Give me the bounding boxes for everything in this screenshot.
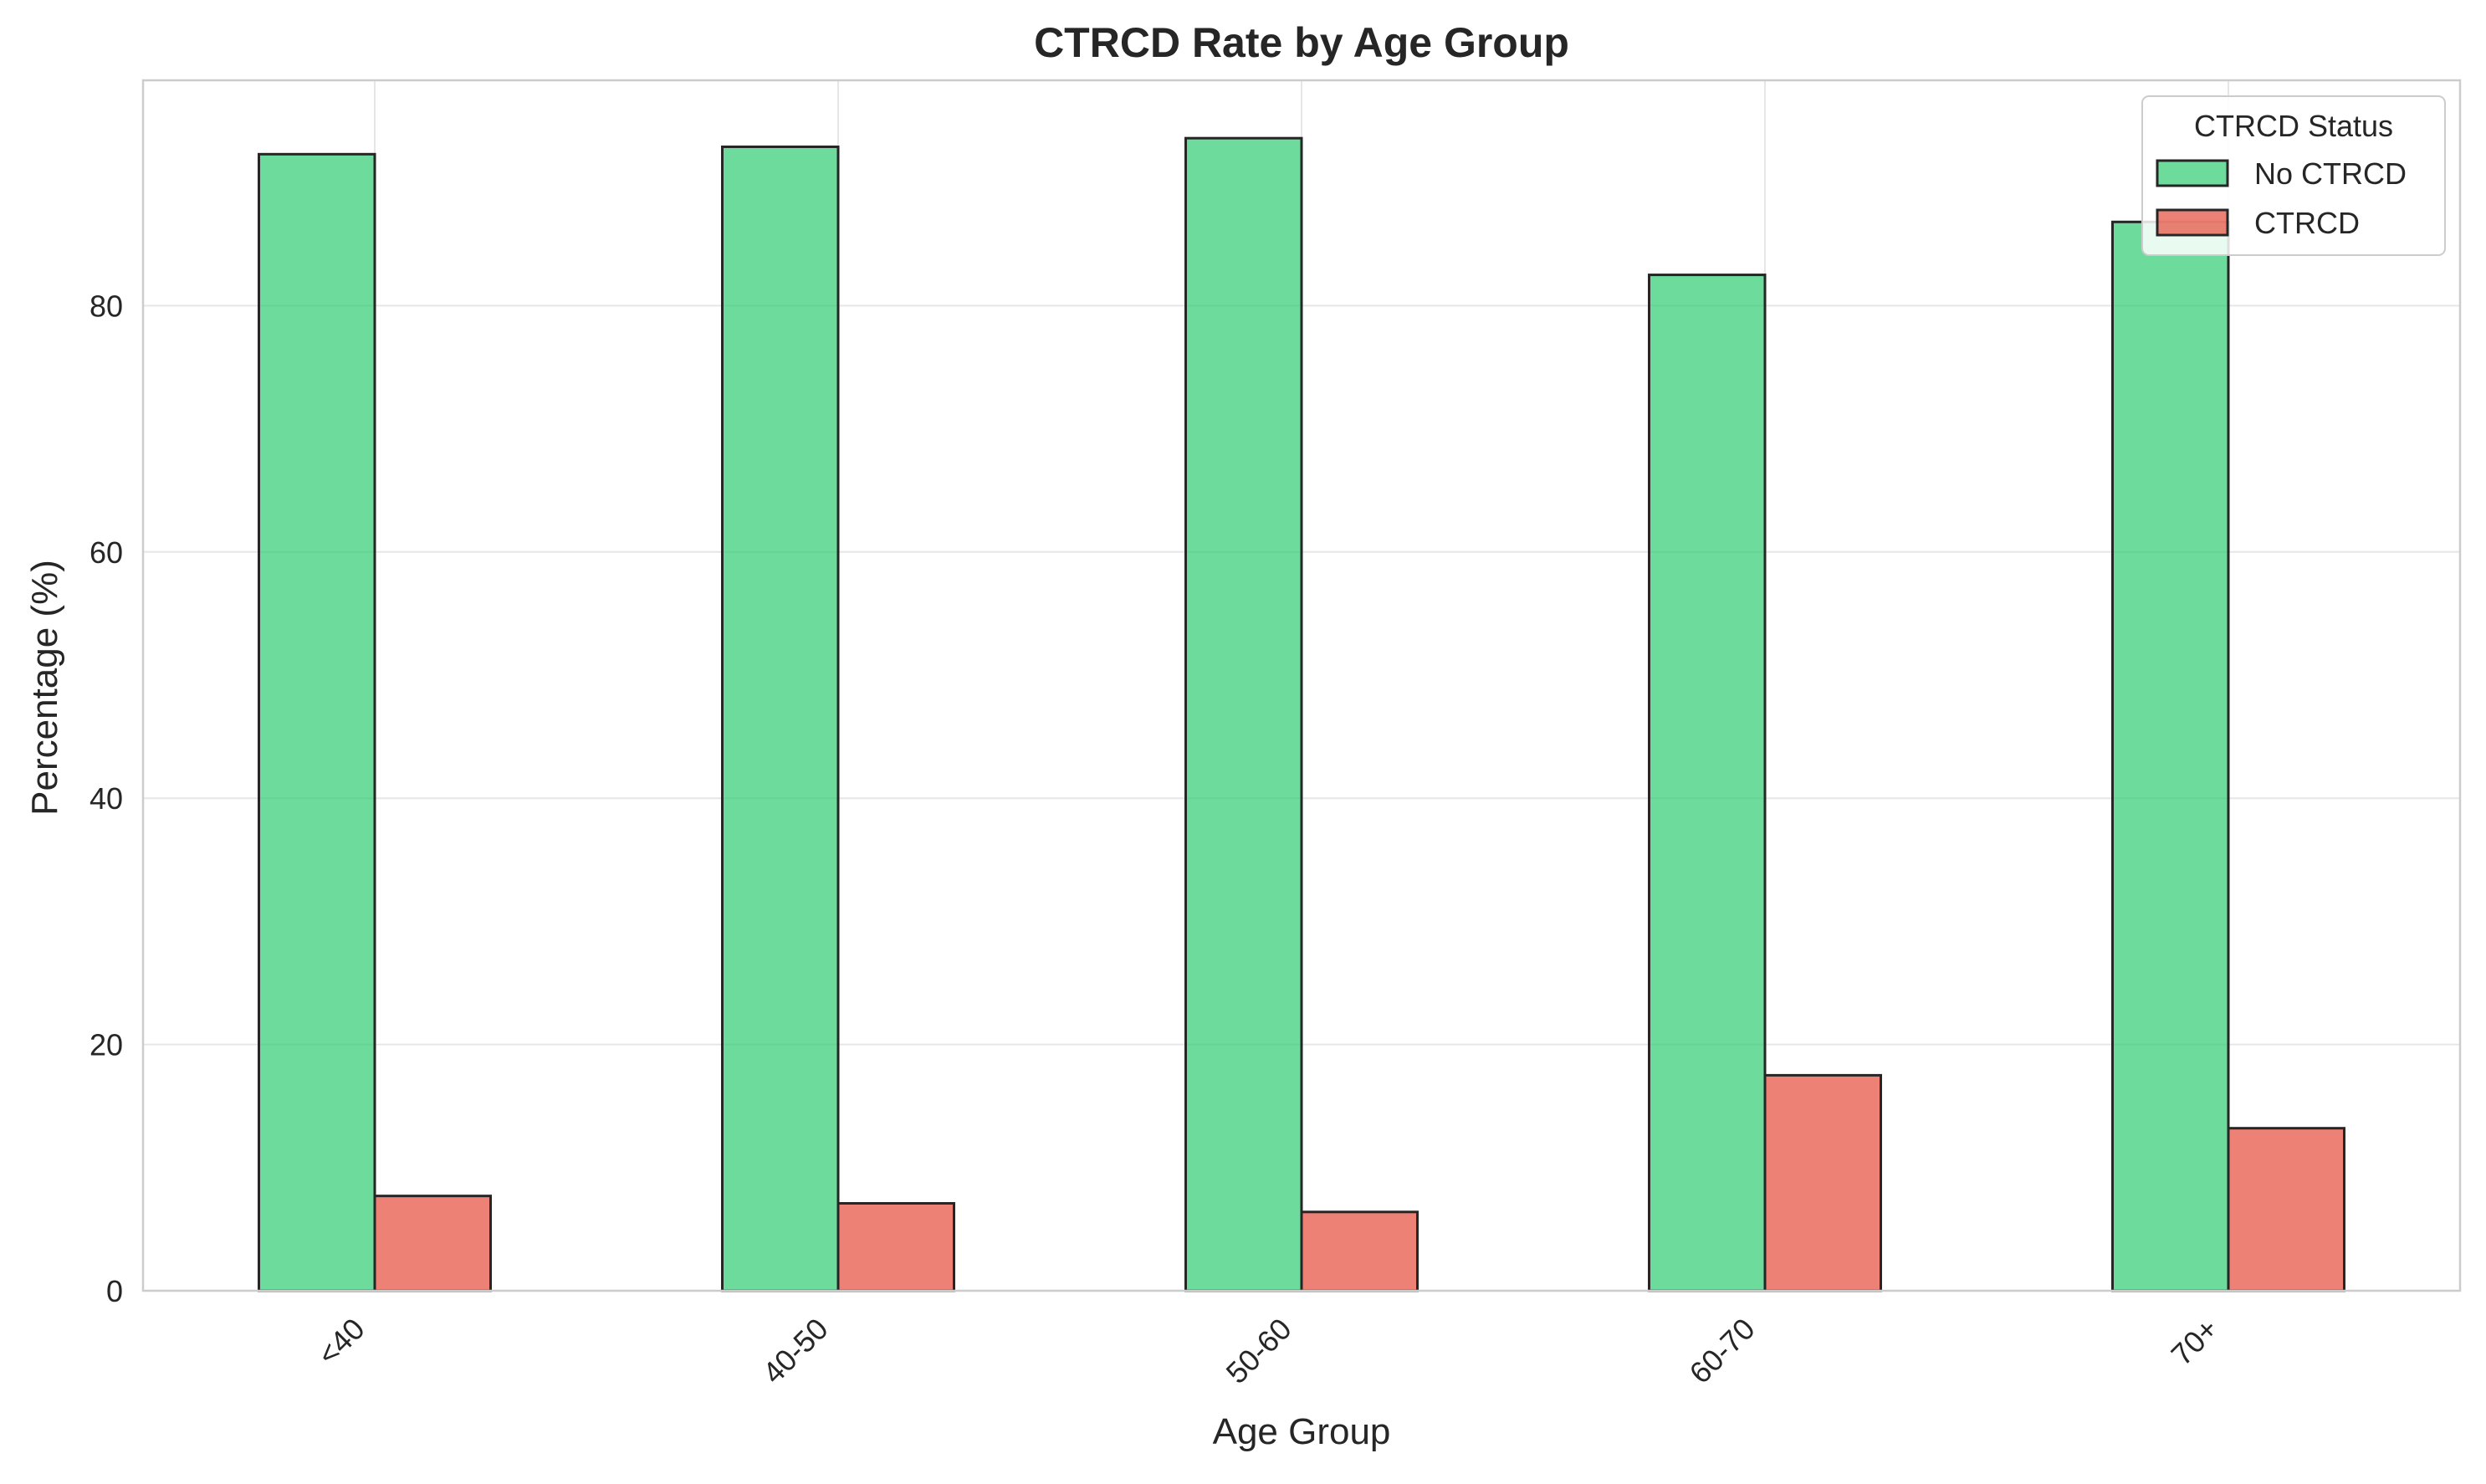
bar-no-ctrcd-70 [2111,220,2230,1292]
chart-title: CTRCD Rate by Age Group [1034,19,1569,66]
legend: CTRCD Status No CTRCD CTRCD [2141,95,2446,256]
y-axis-label: Percentage (%) [24,560,65,816]
plot-frame [141,79,2462,1292]
bar-ctrcd-70 [2227,1127,2345,1292]
y-tick-label: 80 [90,289,123,323]
bars-layer [258,136,2345,1292]
bar-no-ctrcd-40 [258,152,376,1292]
legend-label-no-ctrcd: No CTRCD [2254,156,2407,191]
y-tick-label: 60 [90,535,123,570]
x-tick-label-50-60: 50-60 [1220,1312,1298,1390]
legend-title: CTRCD Status [2194,109,2393,143]
bar-ctrcd-40 [373,1195,492,1292]
x-tick-label-60-70: 60-70 [1683,1312,1762,1390]
legend-swatch-ctrcd [2156,208,2229,237]
bar-no-ctrcd-40-50 [721,145,840,1292]
x-tick-label-70: 70+ [2164,1312,2224,1372]
bar-no-ctrcd-50-60 [1184,136,1303,1292]
bar-no-ctrcd-60-70 [1648,274,1767,1292]
x-ticks: <40 40-50 50-60 60-70 70+ [310,1312,2224,1390]
y-tick-label: 40 [90,781,123,816]
y-ticks: 0 20 40 60 80 [90,289,123,1308]
legend-swatch-no-ctrcd [2156,159,2229,187]
y-tick-label: 0 [106,1274,123,1308]
bar-ctrcd-40-50 [836,1201,955,1292]
y-tick-label: 20 [90,1028,123,1062]
x-tick-label-40: <40 [310,1312,371,1372]
bar-ctrcd-60-70 [1763,1073,1882,1292]
x-axis-label: Age Group [1213,1411,1391,1452]
x-tick-label-40-50: 40-50 [756,1312,835,1390]
legend-label-ctrcd: CTRCD [2254,206,2360,240]
bar-ctrcd-50-60 [1300,1210,1419,1292]
